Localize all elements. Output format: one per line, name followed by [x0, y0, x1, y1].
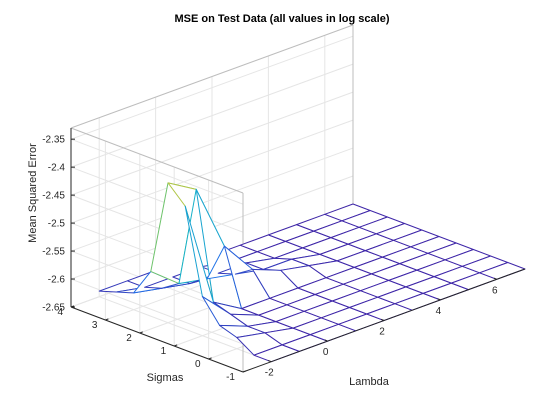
y-axis-label: Sigmas [147, 372, 184, 384]
z-tick-label-0: -2.35 [42, 135, 65, 146]
x-tick-2 [380, 318, 385, 321]
grid-line-z-left-1 [70, 166, 244, 233]
y-tick-label-2: 1 [161, 346, 167, 357]
x-tick-0 [268, 360, 272, 363]
box-edge-1 [70, 127, 244, 194]
z-tick-label-2: -2.45 [42, 191, 65, 202]
axis-text: -2 0 2 4 6 -1 0 1 2 3 4 -2.35 -2.4 -2.45 -2.5 -2.55 -2.6… [42, 135, 498, 383]
y-tick-label-4: 3 [92, 320, 98, 331]
y-tick-4 [105, 318, 109, 321]
x-tick-label-3: 4 [436, 306, 442, 317]
x-axis-label: Lambda [349, 376, 390, 388]
x-tick-4 [493, 277, 497, 280]
chart-title: MSE on Test Data (all values in log scal… [175, 13, 390, 25]
y-tick-label-3: 2 [126, 333, 132, 344]
grid-line-z-left-0 [70, 138, 244, 205]
box-edge-2 [70, 24, 354, 129]
y-tick-label-0: -1 [226, 372, 235, 383]
x-tick-1 [324, 339, 328, 342]
x-tick-label-1: 0 [323, 347, 329, 358]
y-tick-label-1: 0 [195, 359, 201, 370]
z-tick-label-6: -2.65 [42, 303, 65, 314]
y-tick-3 [139, 331, 143, 334]
z-tick-label-5: -2.6 [48, 275, 66, 286]
z-tick-label-3: -2.5 [48, 219, 66, 230]
x-tick-3 [437, 298, 441, 301]
x-tick-label-4: 6 [492, 285, 498, 296]
y-tick-0 [242, 370, 247, 373]
z-tick-label-4: -2.55 [42, 247, 65, 258]
y-tick-2 [174, 344, 178, 347]
y-tick-1 [208, 357, 212, 360]
x-tick-label-0: -2 [265, 368, 274, 379]
axes-foreground [70, 128, 526, 373]
z-tick-label-1: -2.4 [48, 163, 66, 174]
surface [98, 182, 526, 363]
y-tick-label-5: 4 [57, 307, 63, 318]
z-axis-label: Mean Squared Error [27, 143, 39, 243]
y-axis-line [70, 306, 244, 373]
x-tick-label-2: 2 [379, 327, 385, 338]
